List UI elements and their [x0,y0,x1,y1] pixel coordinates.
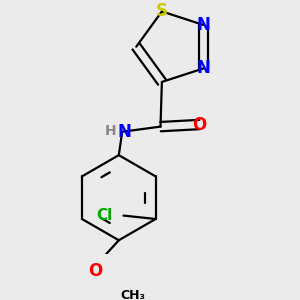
Text: O: O [88,262,103,280]
Text: CH₃: CH₃ [120,289,145,300]
Text: N: N [196,16,210,34]
Text: Cl: Cl [96,208,112,223]
Text: N: N [196,59,210,77]
Text: N: N [118,123,131,141]
Text: H: H [104,124,116,138]
Text: S: S [156,2,168,20]
Text: O: O [193,116,207,134]
